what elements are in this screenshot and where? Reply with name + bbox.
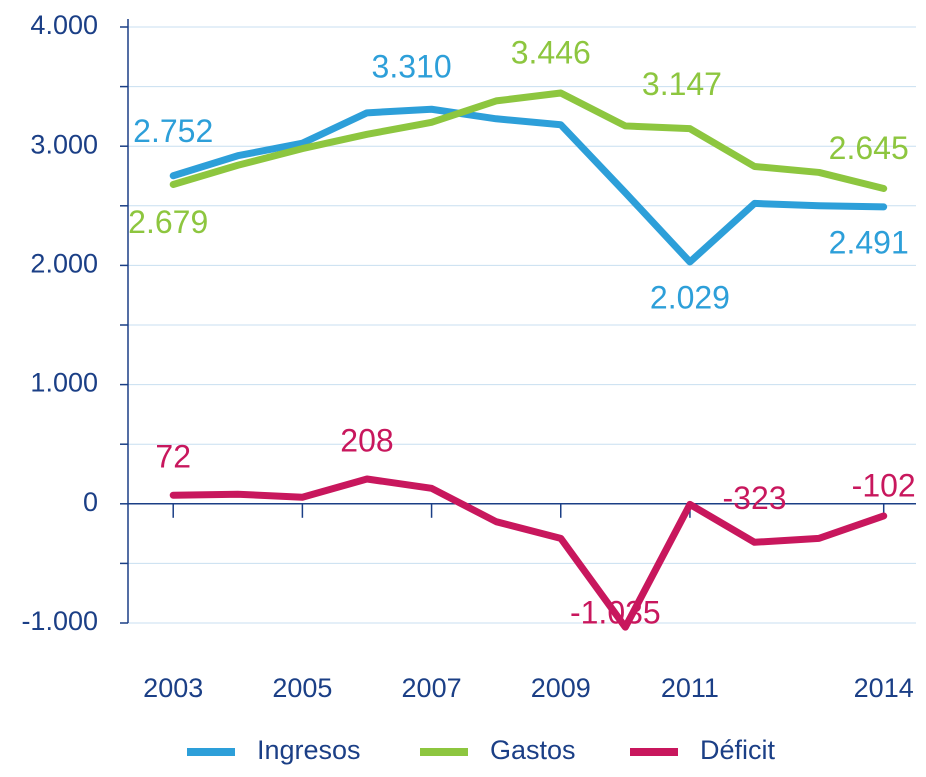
y-tick-label: 2.000 <box>30 249 98 279</box>
data-label: 3.446 <box>511 34 591 70</box>
y-tick-label: 4.000 <box>30 10 98 40</box>
x-tick-label: 2014 <box>854 673 914 703</box>
legend-label: Déficit <box>700 735 776 765</box>
legend-label: Ingresos <box>257 735 361 765</box>
data-label: -323 <box>723 480 787 516</box>
data-label: -1.035 <box>570 595 661 631</box>
data-label: 2.491 <box>829 224 909 260</box>
data-label: 208 <box>340 422 393 458</box>
x-tick-label: 2009 <box>531 673 591 703</box>
data-label: 2.645 <box>829 130 909 166</box>
data-label: 2.679 <box>128 204 208 240</box>
data-label: 3.147 <box>642 66 722 102</box>
series-line <box>169 105 888 266</box>
series-line <box>169 89 888 193</box>
y-tick-label: 1.000 <box>30 368 98 398</box>
x-tick-label: 2003 <box>143 673 203 703</box>
data-label: -102 <box>852 467 916 503</box>
x-tick-label: 2011 <box>661 673 719 703</box>
data-label: 72 <box>155 439 191 475</box>
x-tick-label: 2007 <box>402 673 462 703</box>
y-tick-label: -1.000 <box>21 606 98 636</box>
data-label: 2.029 <box>650 279 730 315</box>
y-tick-label: 0 <box>83 487 98 517</box>
x-tick-label: 2005 <box>272 673 332 703</box>
legend-label: Gastos <box>490 735 576 765</box>
data-label: 2.752 <box>133 113 213 149</box>
y-tick-label: 3.000 <box>30 129 98 159</box>
series-line <box>169 475 888 631</box>
data-label: 3.310 <box>372 49 452 85</box>
